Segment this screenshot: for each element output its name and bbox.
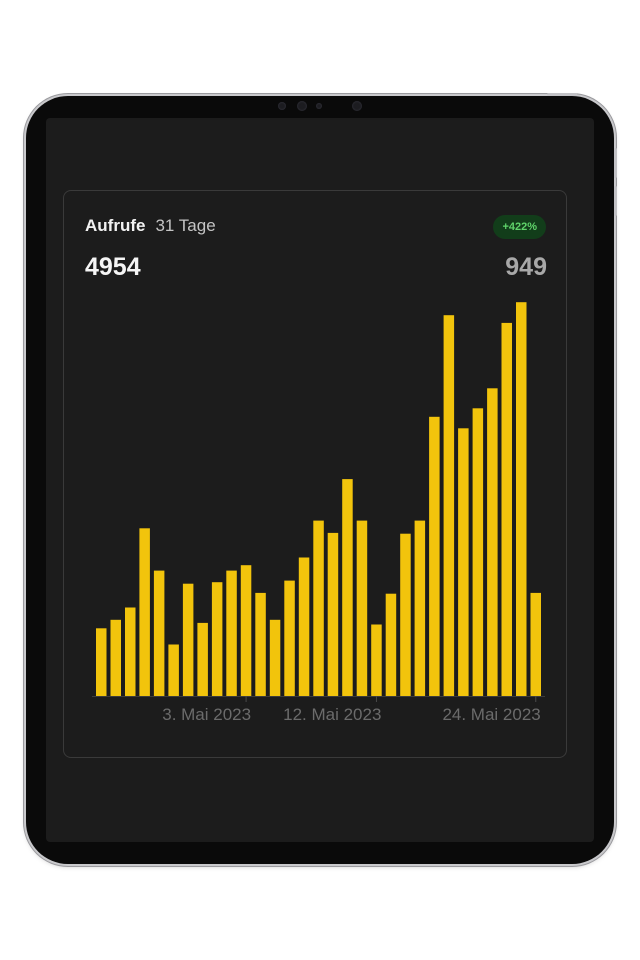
chart-bar[interactable] xyxy=(429,416,440,696)
camera-icon xyxy=(297,101,307,111)
chart-bar[interactable] xyxy=(284,580,295,696)
x-tick-label: 12. Mai 2023 xyxy=(283,705,381,724)
chart-bar[interactable] xyxy=(356,520,368,696)
power-button[interactable] xyxy=(547,93,577,96)
volume-up-button[interactable] xyxy=(614,148,617,178)
views-bar-chart: 3. Mai 2023 12. Mai 2023 24. Mai 2023 xyxy=(92,302,545,724)
total-value: 4954 xyxy=(85,253,141,281)
tablet-device: Aufrufe 31 Tage +422% 4954 949 3. Mai 20… xyxy=(26,93,617,864)
chart-bar[interactable] xyxy=(240,565,252,696)
chart-bar[interactable] xyxy=(182,583,194,696)
sensor-icon xyxy=(278,102,286,110)
chart-bar[interactable] xyxy=(125,607,136,697)
views-stats-card[interactable]: Aufrufe 31 Tage +422% 4954 949 3. Mai 20… xyxy=(63,190,567,758)
screen: Aufrufe 31 Tage +422% 4954 949 3. Mai 20… xyxy=(46,118,594,842)
chart-bar[interactable] xyxy=(385,593,397,696)
chart-bar[interactable] xyxy=(197,622,208,696)
chart-bar[interactable] xyxy=(96,628,107,696)
volume-down-button[interactable] xyxy=(614,186,617,216)
card-header: Aufrufe 31 Tage xyxy=(85,216,216,238)
last-day-value: 949 xyxy=(505,253,547,281)
chart-bar[interactable] xyxy=(516,302,527,696)
chart-bar[interactable] xyxy=(139,528,150,696)
x-tick-label: 3. Mai 2023 xyxy=(162,705,251,724)
chart-bar[interactable] xyxy=(458,428,469,696)
chart-bar[interactable] xyxy=(153,570,165,696)
chart-bar[interactable] xyxy=(371,624,382,697)
chart-bar[interactable] xyxy=(327,532,339,696)
chart-bar[interactable] xyxy=(226,570,237,696)
period-label: 31 Tage xyxy=(155,216,216,235)
chart-bar[interactable] xyxy=(313,520,324,696)
chart-bar[interactable] xyxy=(400,533,411,696)
chart-bar[interactable] xyxy=(414,520,426,696)
x-tick-label: 24. Mai 2023 xyxy=(442,705,540,724)
chart-bar[interactable] xyxy=(443,315,455,696)
proximity-sensor-icon xyxy=(352,101,362,111)
chart-bar[interactable] xyxy=(472,408,484,696)
chart-bar[interactable] xyxy=(530,592,542,696)
change-badge: +422% xyxy=(493,215,546,239)
chart-bar[interactable] xyxy=(269,619,281,696)
sensor-icon xyxy=(316,103,322,109)
chart-bar[interactable] xyxy=(342,479,353,696)
chart-bar[interactable] xyxy=(110,619,122,696)
chart-bar[interactable] xyxy=(501,322,513,696)
chart-bar[interactable] xyxy=(487,388,498,696)
chart-bar[interactable] xyxy=(255,592,266,696)
chart-bar[interactable] xyxy=(211,582,223,696)
chart-bar[interactable] xyxy=(298,557,310,697)
metric-label: Aufrufe xyxy=(85,216,146,235)
chart-bar[interactable] xyxy=(168,644,179,697)
